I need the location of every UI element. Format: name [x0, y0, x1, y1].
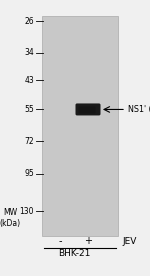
Text: 72: 72	[24, 137, 34, 146]
Text: JEV: JEV	[122, 237, 136, 245]
Text: -: -	[58, 236, 62, 246]
Text: NS1' (JEV): NS1' (JEV)	[128, 105, 150, 114]
Text: 43: 43	[24, 76, 34, 85]
Text: MW
(kDa): MW (kDa)	[0, 208, 21, 228]
FancyBboxPatch shape	[75, 104, 100, 115]
Text: 26: 26	[24, 17, 34, 25]
FancyBboxPatch shape	[78, 107, 96, 113]
FancyBboxPatch shape	[42, 16, 118, 236]
Text: 55: 55	[24, 105, 34, 114]
Text: 34: 34	[24, 48, 34, 57]
Text: BHK-21: BHK-21	[58, 250, 90, 259]
Text: 130: 130	[20, 206, 34, 216]
Text: 95: 95	[24, 169, 34, 179]
Text: +: +	[84, 236, 92, 246]
